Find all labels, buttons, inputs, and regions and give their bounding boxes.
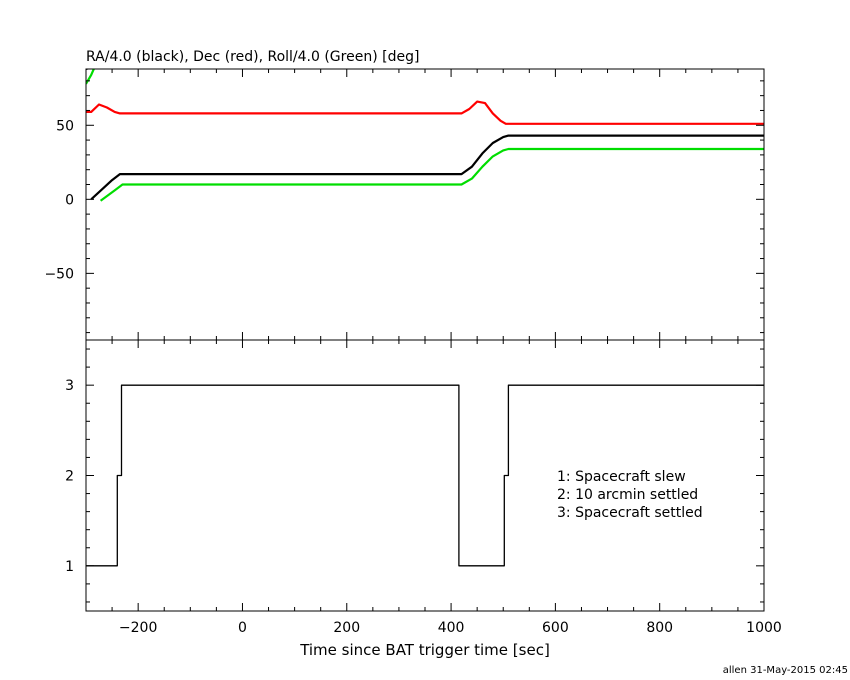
bottom-series-line-0 [86, 384, 764, 567]
bottom-xtick-label-5: 800 [646, 620, 673, 636]
bottom-xtick-label-6: 1000 [746, 620, 782, 636]
top-panel-title: RA/4.0 (black), Dec (red), Roll/4.0 (Gre… [86, 49, 419, 65]
annotation-10-arcmin-settled: 2: 10 arcmin settled [557, 487, 698, 503]
bottom-xtick-label-2: 200 [333, 620, 360, 636]
top-series-line-2 [99, 147, 764, 202]
top-ytick-label-1: 0 [65, 192, 74, 208]
top-frame [85, 68, 765, 341]
annotation-spacecraft-settled: 3: Spacecraft settled [557, 505, 703, 521]
bottom-ytick-label-1: 2 [65, 469, 74, 485]
bottom-panel: 1 2 3 −200 0 200 400 600 800 1000 [65, 339, 782, 636]
top-series-line-0 [90, 134, 764, 201]
bottom-xtick-label-0: −200 [119, 620, 157, 636]
top-panel: −50 0 50 [44, 68, 765, 341]
bottom-ytick-label-2: 3 [65, 378, 74, 394]
top-series-line-1 [86, 100, 764, 125]
bottom-xtick-label-3: 400 [438, 620, 465, 636]
bottom-xtick-label-4: 600 [542, 620, 569, 636]
annotation-slew: 1: Spacecraft slew [557, 469, 686, 485]
top-ytick-label-0: −50 [44, 266, 74, 282]
bottom-xtick-label-1: 0 [238, 620, 247, 636]
bottom-ytick-label-0: 1 [65, 559, 74, 575]
footer-timestamp: allen 31-May-2015 02:45 [723, 665, 848, 676]
x-axis-label: Time since BAT trigger time [sec] [299, 641, 550, 659]
top-ytick-label-2: 50 [56, 118, 74, 134]
